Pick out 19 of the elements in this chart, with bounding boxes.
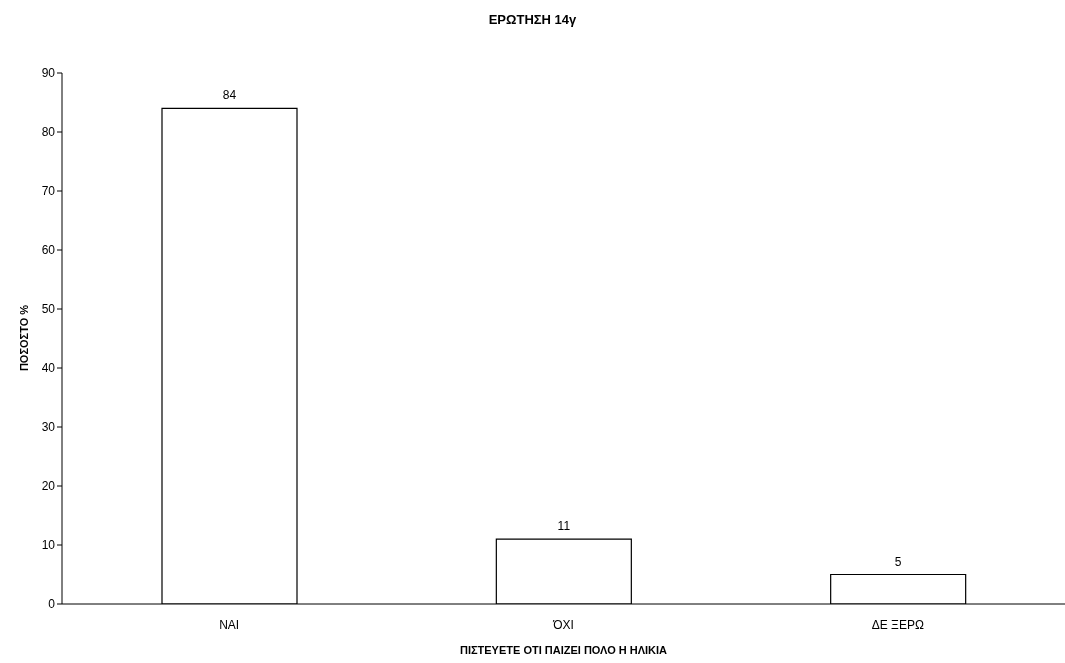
- x-tick-label: ΔΕ ΞΕΡΩ: [871, 617, 924, 632]
- y-tick-label: 80: [41, 125, 56, 140]
- data-label: 11: [557, 519, 571, 534]
- y-tick-label: 40: [41, 361, 56, 376]
- y-tick-label: 50: [41, 302, 56, 317]
- x-axis-title: ΠΙΣΤΕΥΕΤΕ ΟΤΙ ΠΑΙΖΕΙ ΠΟΛΟ Η ΗΛΙΚΙΑ: [458, 644, 669, 656]
- chart-title: ΕΡΩΤΗΣΗ 14γ: [487, 12, 578, 27]
- y-tick-label: 60: [41, 243, 56, 258]
- x-tick-label: ΌΧΙ: [552, 617, 574, 632]
- data-label: 84: [222, 88, 237, 103]
- y-tick-label: 90: [41, 66, 56, 81]
- data-label: 5: [894, 554, 902, 569]
- y-tick-label: 20: [41, 479, 56, 494]
- y-axis-title: ΠΟΣΟΣΤΟ %: [18, 304, 30, 372]
- y-tick-label: 30: [41, 420, 56, 435]
- y-tick-label: 10: [41, 538, 56, 553]
- x-tick-label: ΝΑΙ: [219, 617, 240, 632]
- y-tick-label: 0: [48, 597, 56, 612]
- y-tick-label: 70: [41, 184, 56, 199]
